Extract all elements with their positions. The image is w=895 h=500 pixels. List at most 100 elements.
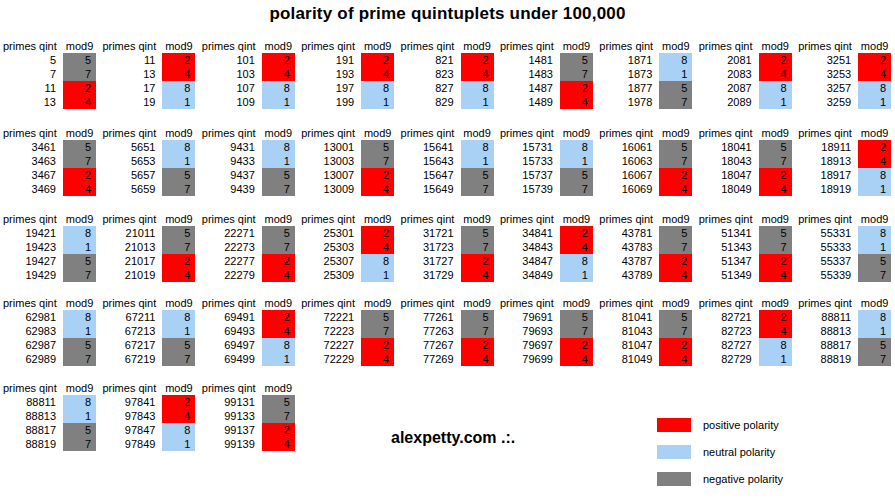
mod9-value: 1 bbox=[858, 324, 891, 338]
mod9-header: mod9 bbox=[162, 212, 195, 226]
primes-qint-header: primes qint bbox=[797, 126, 858, 140]
quintuplet-table: primes qintmod9317215317237317272317294 bbox=[400, 212, 499, 282]
mod9-value: 7 bbox=[560, 67, 593, 81]
primes-qint-header: primes qint bbox=[797, 39, 858, 53]
prime-value: 88811 bbox=[2, 395, 63, 409]
prime-value: 3251 bbox=[797, 53, 858, 67]
mod9-value: 8 bbox=[162, 310, 195, 324]
prime-value: 51349 bbox=[698, 268, 759, 282]
prime-value: 3253 bbox=[797, 67, 858, 81]
mod9-value: 7 bbox=[63, 352, 96, 366]
primes-qint-header: primes qint bbox=[499, 212, 560, 226]
prime-value: 13 bbox=[101, 67, 162, 81]
mod9-value: 2 bbox=[659, 168, 692, 182]
mod9-header: mod9 bbox=[361, 126, 394, 140]
mod9-header: mod9 bbox=[262, 212, 295, 226]
mod9-header: mod9 bbox=[759, 212, 792, 226]
quintuplet-table-grid: primes qintmod9156418156431156475156497 bbox=[400, 126, 494, 196]
prime-value: 18043 bbox=[698, 154, 759, 168]
mod9-value: 1 bbox=[759, 352, 792, 366]
mod9-value: 1 bbox=[63, 409, 96, 423]
quintuplet-table: primes qintmod98212823482788291 bbox=[400, 39, 499, 109]
mod9-value: 2 bbox=[560, 81, 593, 95]
quintuplet-table-grid: primes qintmod9991315991337991372991394 bbox=[201, 381, 295, 451]
prime-value: 18917 bbox=[797, 168, 858, 182]
table-band: primes qintmod9629818629831629875629897p… bbox=[2, 296, 895, 366]
mod9-header: mod9 bbox=[759, 39, 792, 53]
primes-qint-header: primes qint bbox=[400, 126, 461, 140]
mod9-header: mod9 bbox=[858, 212, 891, 226]
mod9-value: 8 bbox=[361, 254, 394, 268]
primes-qint-header: primes qint bbox=[2, 126, 63, 140]
quintuplet-table-grid: primes qintmod9772615772637772672772694 bbox=[400, 296, 494, 366]
mod9-value: 5 bbox=[560, 168, 593, 182]
mod9-value: 4 bbox=[162, 409, 195, 423]
prime-value: 191 bbox=[300, 53, 361, 67]
mod9-value: 1 bbox=[262, 95, 295, 109]
quintuplet-table: primes qintmod9189112189134189178189191 bbox=[797, 126, 895, 196]
mod9-value: 5 bbox=[759, 226, 792, 240]
mod9-value: 8 bbox=[162, 140, 195, 154]
mod9-value: 8 bbox=[461, 81, 494, 95]
prime-value: 62983 bbox=[2, 324, 63, 338]
prime-value: 25309 bbox=[300, 268, 361, 282]
prime-value: 99137 bbox=[201, 423, 262, 437]
mod9-value: 4 bbox=[361, 67, 394, 81]
mod9-value: 4 bbox=[162, 67, 195, 81]
prime-value: 79693 bbox=[499, 324, 560, 338]
quintuplet-table-grid: primes qintmod9437815437837437872437894 bbox=[598, 212, 692, 282]
quintuplet-table-grid: primes qintmod98212823482788291 bbox=[400, 39, 494, 109]
quintuplet-table: primes qintmod9722215722237722272722294 bbox=[300, 296, 399, 366]
mod9-value: 1 bbox=[858, 240, 891, 254]
quintuplet-table: primes qintmod9991315991337991372991394 bbox=[201, 381, 300, 451]
legend-label: negative polarity bbox=[703, 473, 783, 485]
mod9-value: 5 bbox=[361, 310, 394, 324]
prime-value: 72227 bbox=[300, 338, 361, 352]
prime-value: 67219 bbox=[101, 352, 162, 366]
mod9-value: 5 bbox=[63, 338, 96, 352]
quintuplet-table: primes qintmod9194218194231194275194297 bbox=[2, 212, 101, 282]
mod9-header: mod9 bbox=[262, 381, 295, 395]
prime-value: 31723 bbox=[400, 240, 461, 254]
prime-value: 3463 bbox=[2, 154, 63, 168]
mod9-value: 5 bbox=[560, 310, 593, 324]
prime-value: 3259 bbox=[797, 95, 858, 109]
prime-value: 69493 bbox=[201, 324, 262, 338]
mod9-value: 7 bbox=[461, 324, 494, 338]
primes-qint-header: primes qint bbox=[300, 126, 361, 140]
mod9-value: 4 bbox=[759, 182, 792, 196]
prime-value: 9431 bbox=[201, 140, 262, 154]
prime-value: 16063 bbox=[598, 154, 659, 168]
positive-polarity-swatch bbox=[657, 418, 691, 432]
prime-value: 3467 bbox=[2, 168, 63, 182]
mod9-header: mod9 bbox=[361, 212, 394, 226]
prime-value: 18911 bbox=[797, 140, 858, 154]
prime-value: 16069 bbox=[598, 182, 659, 196]
mod9-value: 8 bbox=[759, 81, 792, 95]
prime-value: 51343 bbox=[698, 240, 759, 254]
mod9-header: mod9 bbox=[162, 39, 195, 53]
mod9-value: 7 bbox=[162, 182, 195, 196]
mod9-header: mod9 bbox=[560, 126, 593, 140]
quintuplet-table: primes qintmod9160615160637160672160694 bbox=[598, 126, 697, 196]
prime-value: 11 bbox=[101, 53, 162, 67]
primes-qint-header: primes qint bbox=[201, 381, 262, 395]
mod9-header: mod9 bbox=[858, 39, 891, 53]
prime-value: 5659 bbox=[101, 182, 162, 196]
mod9-value: 2 bbox=[858, 53, 891, 67]
mod9-value: 2 bbox=[262, 53, 295, 67]
mod9-value: 1 bbox=[560, 268, 593, 282]
mod9-value: 4 bbox=[759, 268, 792, 282]
page-title: polarity of prime quintuplets under 100,… bbox=[0, 4, 895, 24]
primes-qint-header: primes qint bbox=[698, 39, 759, 53]
prime-value: 15731 bbox=[499, 140, 560, 154]
mod9-value: 5 bbox=[461, 310, 494, 324]
prime-value: 34849 bbox=[499, 268, 560, 282]
prime-value: 34843 bbox=[499, 240, 560, 254]
mod9-value: 4 bbox=[361, 182, 394, 196]
prime-value: 18919 bbox=[797, 182, 858, 196]
primes-qint-header: primes qint bbox=[2, 296, 63, 310]
prime-value: 51341 bbox=[698, 226, 759, 240]
mod9-value: 8 bbox=[162, 423, 195, 437]
mod9-value: 5 bbox=[63, 254, 96, 268]
